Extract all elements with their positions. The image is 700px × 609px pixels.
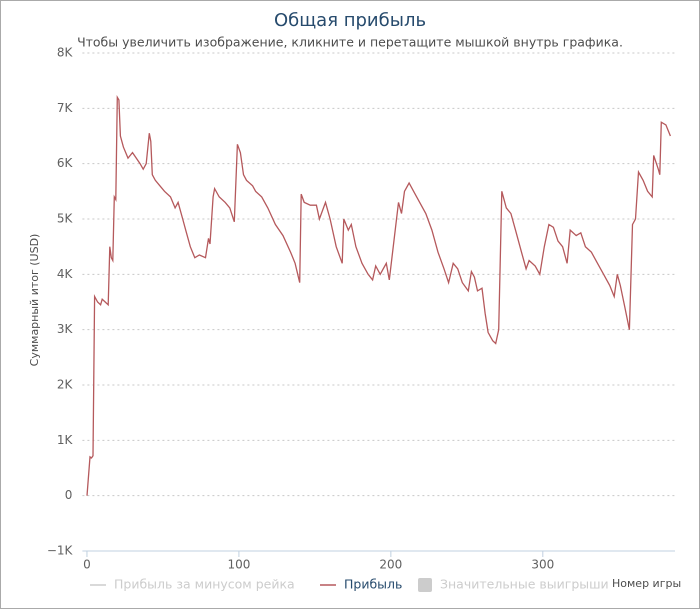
data-line: [86, 94, 672, 496]
y-tick-label: 4K: [57, 267, 74, 281]
y-tick-label: 0: [65, 488, 73, 502]
y-tick-label: −1K: [47, 544, 74, 558]
chart-title: Общая прибыль: [274, 10, 426, 31]
y-tick-label: 6K: [57, 156, 74, 170]
legend-symbol: [418, 578, 432, 592]
x-tick-label: 200: [379, 558, 402, 572]
legend-label: Значительные выигрыши: [440, 577, 609, 592]
legend-label: Прибыль за минусом рейка: [114, 577, 295, 592]
x-tick-label: 0: [83, 558, 91, 572]
y-tick-label: 1K: [57, 433, 74, 447]
x-axis-label: Номер игры: [612, 577, 681, 590]
y-tick-label: 3K: [57, 322, 74, 336]
y-tick-label: 7K: [57, 101, 74, 115]
x-tick-label: 300: [531, 558, 554, 572]
x-tick-label: 100: [227, 558, 250, 572]
y-tick-label: 2K: [57, 378, 74, 392]
legend-label: Прибыль: [344, 577, 402, 592]
y-tick-label: 8K: [57, 46, 74, 60]
chart-subtitle: Чтобы увеличить изображение, кликните и …: [77, 35, 623, 50]
y-tick-label: 5K: [57, 212, 74, 226]
y-axis-label: Суммарный итог (USD): [28, 234, 41, 367]
